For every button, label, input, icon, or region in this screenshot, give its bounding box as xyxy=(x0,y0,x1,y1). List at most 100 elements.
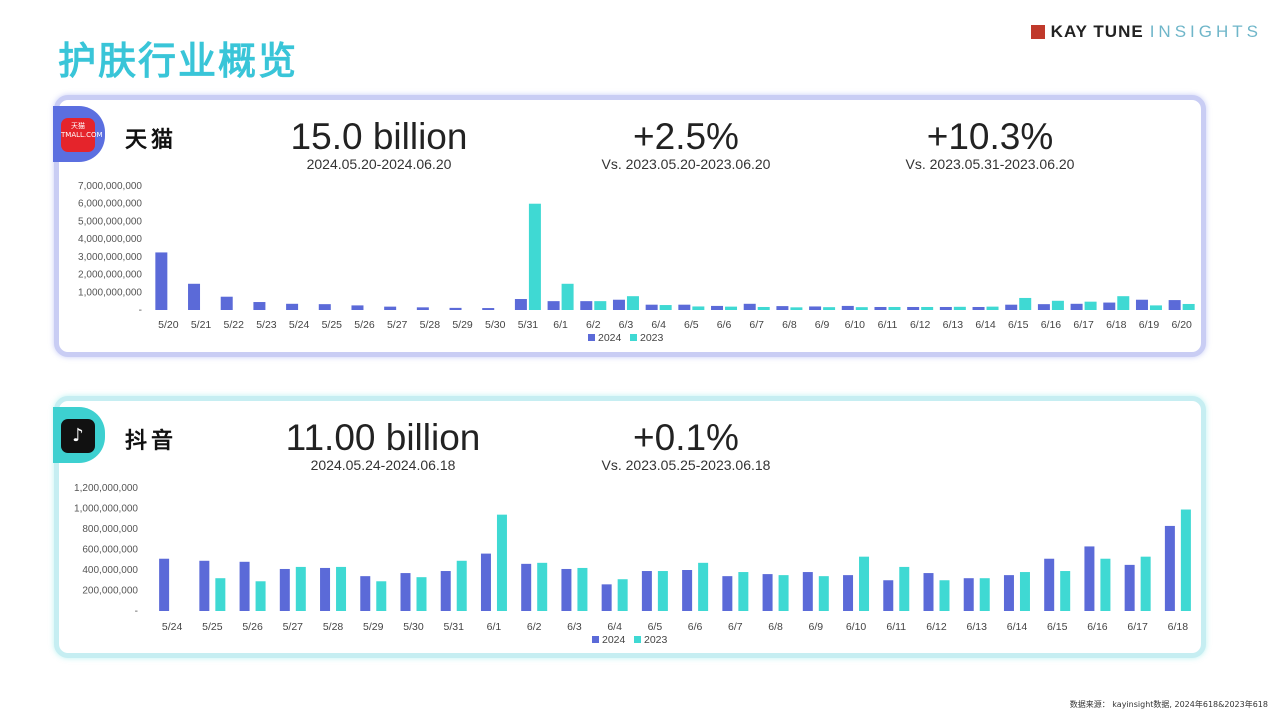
bar-2024 xyxy=(360,576,371,611)
tmall-growth-metric-2: +10.3% Vs. 2023.05.31-2023.06.20 xyxy=(860,116,1120,172)
y-tick-label: 7,000,000,000 xyxy=(78,181,142,192)
bar-2024 xyxy=(320,567,331,611)
x-category-label: 6/8 xyxy=(768,621,783,633)
x-category-label: 6/4 xyxy=(651,319,666,331)
x-category-label: 6/16 xyxy=(1041,319,1062,331)
bar-2023 xyxy=(725,306,738,310)
bar-2024 xyxy=(874,306,887,310)
bar-2024 xyxy=(351,305,364,310)
x-category-label: 6/19 xyxy=(1139,319,1160,331)
x-category-label: 6/7 xyxy=(728,621,743,633)
legend-label-2024: 2024 xyxy=(602,634,626,646)
legend-swatch-2023 xyxy=(634,636,641,643)
x-category-label: 6/17 xyxy=(1127,621,1148,633)
tmall-logo-icon: 天猫 TMALL.COM xyxy=(61,118,103,152)
bar-2024 xyxy=(802,572,813,611)
bar-2023 xyxy=(1060,571,1071,611)
x-category-label: 6/14 xyxy=(1007,621,1028,633)
bar-2023 xyxy=(1100,558,1111,611)
bar-2024 xyxy=(939,306,952,310)
x-category-label: 5/29 xyxy=(452,319,473,331)
x-category-label: 5/30 xyxy=(403,621,424,633)
x-category-label: 6/18 xyxy=(1106,319,1127,331)
x-category-label: 5/29 xyxy=(363,621,384,633)
x-category-label: 5/27 xyxy=(283,621,304,633)
bar-2024 xyxy=(1037,304,1050,310)
bar-2023 xyxy=(1019,297,1032,310)
x-category-label: 6/8 xyxy=(782,319,797,331)
bar-2024 xyxy=(645,304,658,310)
bar-2023 xyxy=(561,283,574,310)
metric-period: Vs. 2023.05.31-2023.06.20 xyxy=(905,156,1075,172)
x-category-label: 6/13 xyxy=(943,319,964,331)
x-category-label: 6/18 xyxy=(1168,621,1189,633)
x-category-label: 6/16 xyxy=(1087,621,1108,633)
y-tick-label: 6,000,000,000 xyxy=(78,199,142,210)
metric-value: +2.5% xyxy=(633,116,739,157)
x-category-label: 6/20 xyxy=(1171,319,1192,331)
bar-2024 xyxy=(963,578,974,611)
x-category-label: 6/10 xyxy=(846,621,867,633)
bar-2024 xyxy=(561,568,572,611)
bar-2023 xyxy=(855,307,868,310)
legend-swatch-2023 xyxy=(630,334,637,341)
bar-2023 xyxy=(823,307,836,310)
x-category-label: 5/22 xyxy=(224,319,245,331)
bar-2024 xyxy=(722,576,733,611)
y-tick-label: 800,000,000 xyxy=(82,524,138,535)
bar-2024 xyxy=(678,304,691,310)
bar-2024 xyxy=(601,584,612,611)
bar-2024 xyxy=(1003,575,1014,611)
bar-2023 xyxy=(757,306,770,310)
douyin-logo-icon: ♪ xyxy=(61,419,95,453)
bar-2024 xyxy=(762,574,773,611)
bar-2024 xyxy=(155,252,168,310)
bar-2024 xyxy=(279,568,290,611)
bar-2023 xyxy=(986,306,999,310)
bar-2024 xyxy=(711,305,724,310)
metric-value: 11.00 billion xyxy=(285,417,481,458)
x-category-label: 6/1 xyxy=(487,621,502,633)
x-category-label: 5/26 xyxy=(354,319,375,331)
bar-2024 xyxy=(972,306,985,310)
bar-2023 xyxy=(1117,296,1130,310)
x-category-label: 6/6 xyxy=(717,319,732,331)
bar-2024 xyxy=(440,571,451,611)
bar-2024 xyxy=(384,306,397,310)
x-category-label: 6/12 xyxy=(910,319,931,331)
x-category-label: 5/31 xyxy=(444,621,465,633)
x-category-label: 5/30 xyxy=(485,319,506,331)
bar-2023 xyxy=(1019,572,1030,611)
bar-2023 xyxy=(255,581,266,611)
bar-2023 xyxy=(939,580,950,611)
bar-2024 xyxy=(1168,300,1181,310)
x-category-label: 6/4 xyxy=(607,621,622,633)
x-category-label: 5/20 xyxy=(158,319,179,331)
bar-2024 xyxy=(416,307,429,310)
bar-2023 xyxy=(692,306,705,310)
y-tick-label: 1,200,000,000 xyxy=(74,483,138,494)
bar-2023 xyxy=(577,567,588,611)
y-tick-label: 1,000,000,000 xyxy=(78,287,142,298)
bar-2024 xyxy=(1124,564,1135,611)
douyin-total-metric: 11.00 billion 2024.05.24-2024.06.18 xyxy=(258,417,508,473)
bar-2024 xyxy=(682,570,693,611)
brand-name: KAY TUNE xyxy=(1050,22,1144,41)
bar-2023 xyxy=(416,577,427,611)
bar-2024 xyxy=(776,306,789,310)
bar-2023 xyxy=(1180,509,1191,611)
bar-2023 xyxy=(537,562,548,611)
bar-2023 xyxy=(496,514,507,611)
bar-2023 xyxy=(594,301,607,310)
bar-2024 xyxy=(239,561,250,611)
bar-2024 xyxy=(580,301,593,310)
x-category-label: 6/15 xyxy=(1008,319,1029,331)
x-category-label: 6/3 xyxy=(567,621,582,633)
legend-label-2023: 2023 xyxy=(640,332,664,344)
bar-2024 xyxy=(843,575,854,611)
x-category-label: 5/25 xyxy=(322,319,343,331)
x-category-label: 6/2 xyxy=(527,621,542,633)
bar-2023 xyxy=(778,575,789,611)
x-category-label: 6/1 xyxy=(553,319,568,331)
